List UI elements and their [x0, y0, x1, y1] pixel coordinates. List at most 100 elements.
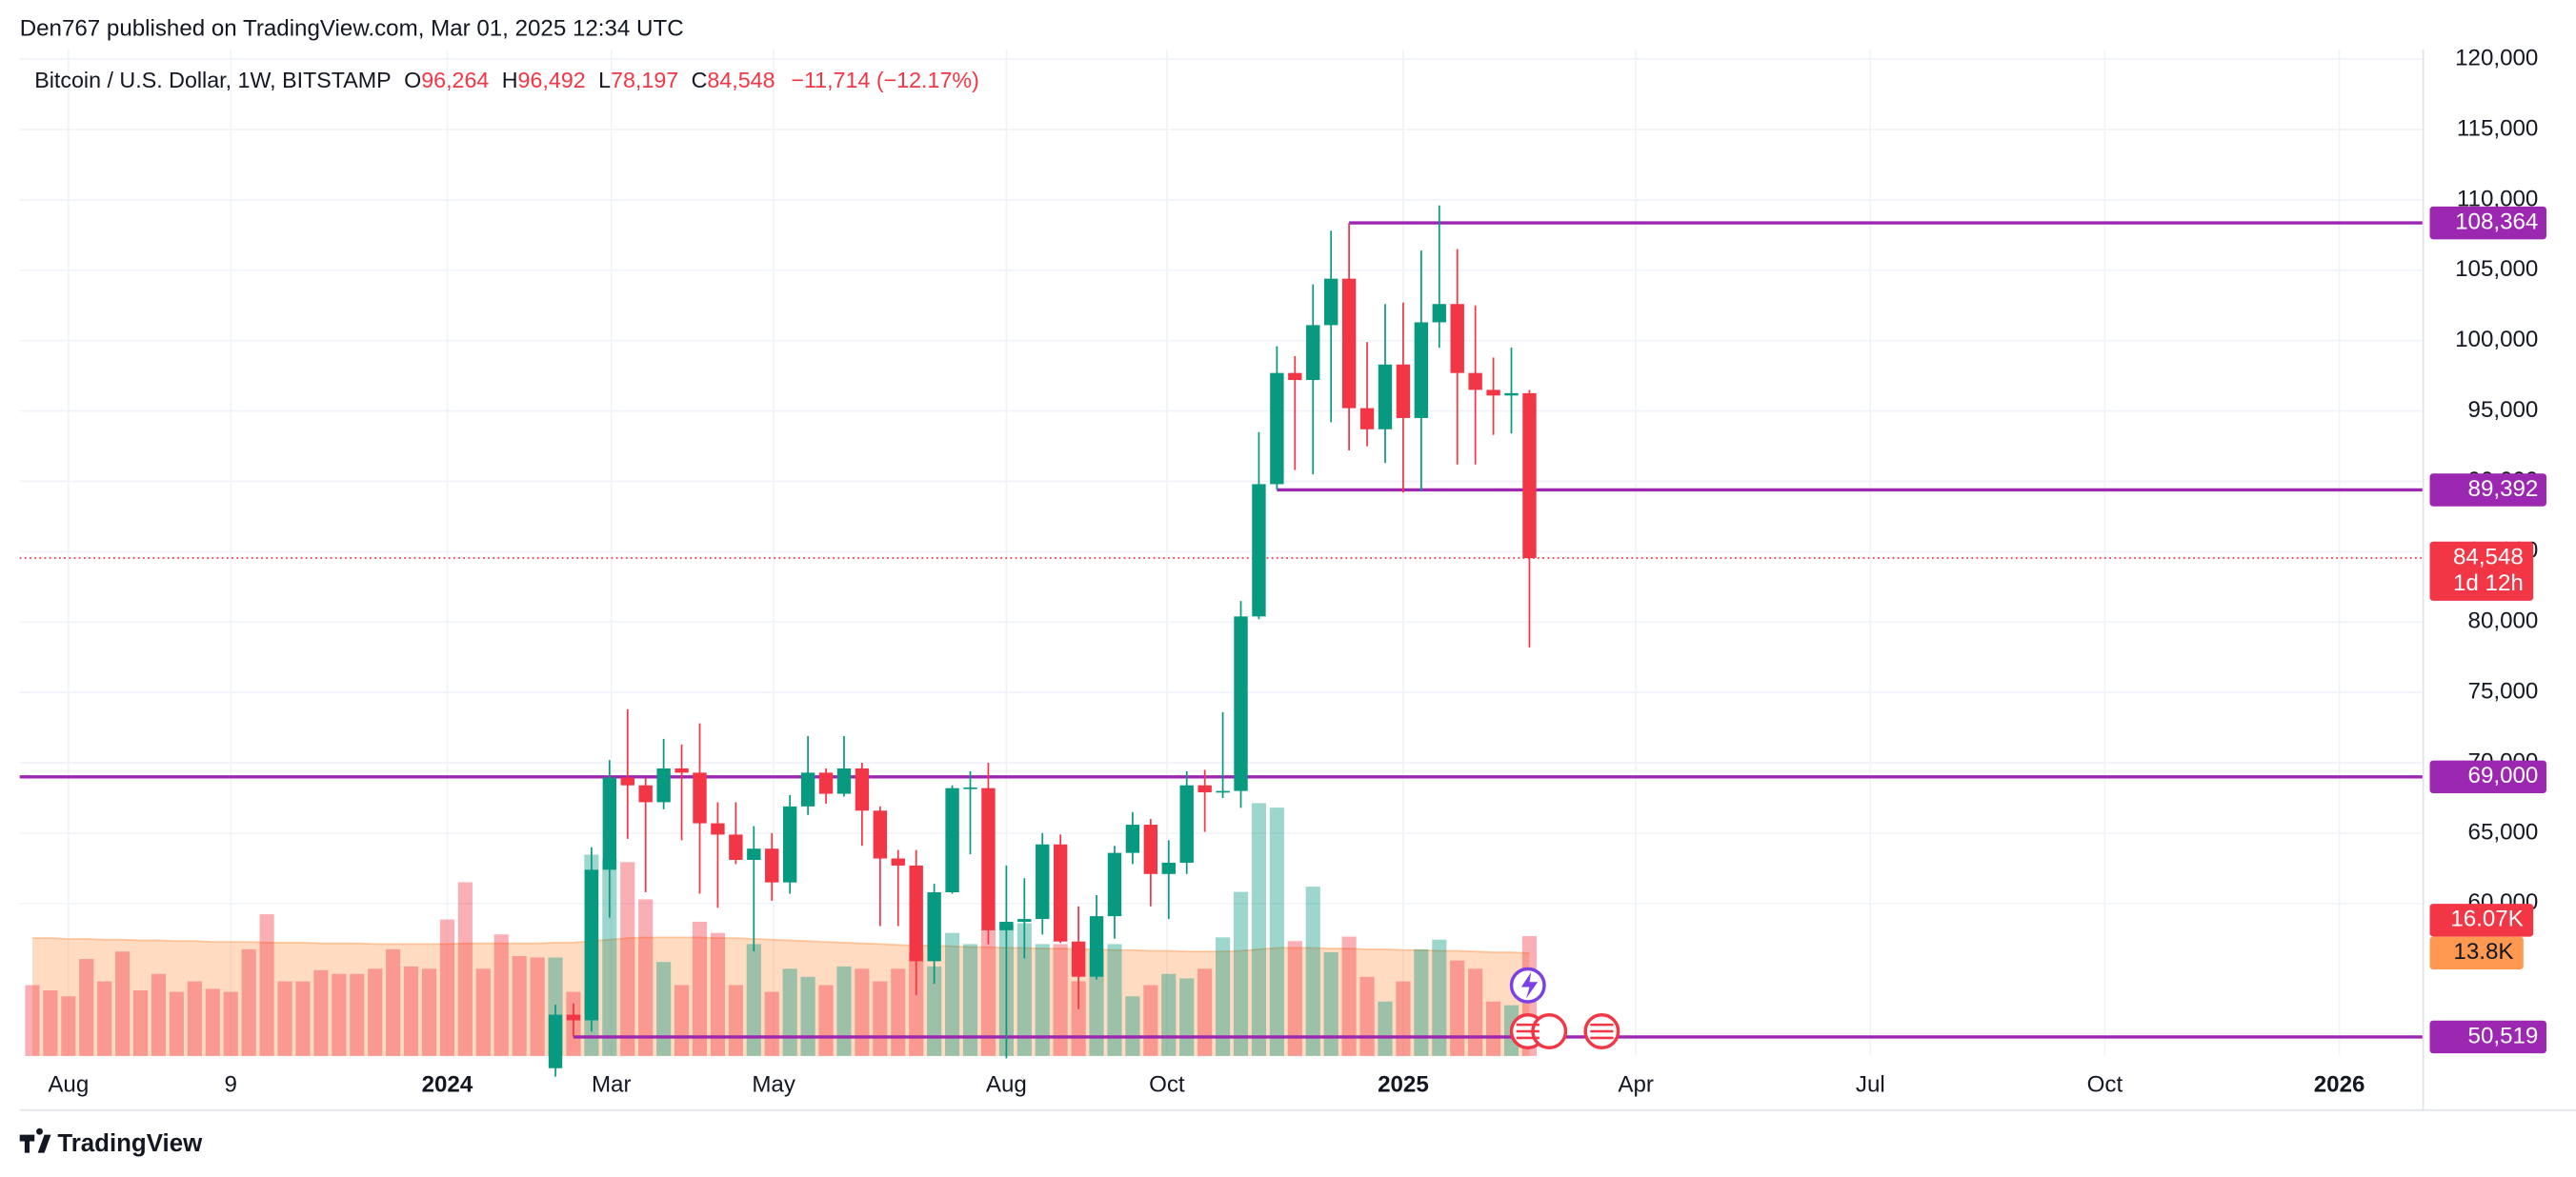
volume-bar — [800, 976, 815, 1056]
volume-bar — [132, 989, 149, 1056]
x-tick-label: 2026 — [2314, 1071, 2365, 1097]
legend-value: 84,548 — [707, 68, 775, 92]
legend-key: O — [404, 68, 421, 92]
volume-bar — [1089, 951, 1104, 1056]
volume-bar — [927, 966, 942, 1056]
x-tick-label: Jul — [1856, 1071, 1885, 1097]
volume-bar — [259, 914, 274, 1056]
volume-bar — [439, 919, 454, 1056]
published-note: Den767 published on TradingView.com, Mar… — [20, 15, 684, 41]
volume-bar — [1432, 939, 1447, 1056]
x-tick-label: Mar — [592, 1071, 632, 1097]
candle-body — [800, 772, 815, 807]
volume-bar — [1143, 985, 1158, 1056]
volume-bar — [746, 944, 761, 1056]
y-tick-label: 100,000 — [2455, 327, 2538, 352]
x-tick-label: Oct — [2087, 1071, 2123, 1097]
candle-body — [548, 1014, 563, 1068]
volume-bar — [169, 991, 184, 1056]
volume-bar — [944, 932, 960, 1056]
candle-body — [1125, 825, 1140, 853]
volume-bar — [710, 932, 726, 1056]
event-icons — [1509, 967, 1620, 1049]
volume-bar — [1107, 944, 1122, 1056]
volume-bar — [1359, 976, 1375, 1056]
candle-body — [855, 768, 870, 811]
volume-bar — [403, 966, 419, 1056]
x-tick-label: Aug — [48, 1071, 89, 1097]
x-tick-label: Apr — [1618, 1071, 1654, 1097]
countdown: 1d 12h — [2453, 570, 2524, 596]
volume-bar — [313, 969, 329, 1056]
volume-bar — [962, 944, 978, 1056]
candle-body — [729, 834, 743, 861]
last-price-box — [2429, 541, 2534, 601]
candle-body — [584, 869, 599, 1021]
level-label-box — [2429, 206, 2546, 240]
level-label: 89,392 — [2468, 476, 2539, 502]
volume-bar — [1468, 968, 1483, 1056]
volume-bar — [1414, 948, 1429, 1056]
volume-ma-area — [31, 937, 1530, 1056]
volume-bar — [187, 981, 202, 1056]
level-label-box — [2429, 1020, 2546, 1054]
candle-body — [1450, 304, 1464, 373]
volume-bar — [421, 968, 437, 1056]
volume-bar — [1233, 891, 1249, 1056]
candle-body — [1504, 392, 1519, 396]
level-label-box — [2429, 473, 2546, 507]
volume-bar — [1287, 941, 1302, 1056]
volume-bar — [241, 948, 256, 1056]
volume-bar — [151, 973, 167, 1056]
volume-bar — [909, 952, 924, 1056]
x-tick-label: 2025 — [1378, 1071, 1429, 1097]
volume-bar — [1396, 981, 1411, 1056]
volume-ma-line — [31, 936, 1530, 954]
legend-key: C — [692, 68, 708, 92]
candle-body — [1432, 304, 1446, 323]
volume-bar — [386, 948, 401, 1056]
volume-bar — [1378, 1001, 1393, 1056]
legend-change: −11,714 (−12.17%) — [791, 68, 978, 92]
x-tick-label: 2024 — [422, 1071, 473, 1097]
candle-body — [693, 772, 707, 824]
candle-body — [1017, 919, 1032, 923]
candle-body — [782, 806, 797, 883]
volume-bar — [1035, 944, 1050, 1056]
candle-body — [1306, 325, 1320, 381]
volume-bar — [980, 928, 996, 1056]
candle-body — [999, 922, 1014, 930]
volume-bar — [873, 981, 888, 1056]
x-tick-label: 9 — [225, 1071, 237, 1097]
volume-bar — [855, 968, 870, 1056]
volume-label-box — [2429, 904, 2534, 937]
volume-bar — [295, 981, 311, 1056]
volume-bar — [1323, 952, 1338, 1056]
x-tick-label: Aug — [986, 1071, 1027, 1097]
volume-bar — [674, 985, 690, 1056]
volume-bar — [368, 968, 383, 1056]
legend-value: 78,197 — [611, 68, 678, 92]
legend-symbol: Bitcoin / U.S. Dollar, 1W, BITSTAMP — [34, 68, 392, 92]
volume-bar — [602, 859, 617, 1056]
candle-body — [711, 823, 725, 835]
candle-body — [1107, 852, 1122, 917]
volume-bar — [1269, 808, 1284, 1056]
candle-body — [1270, 372, 1284, 485]
volume-bar — [493, 934, 509, 1056]
candle-body — [1179, 785, 1194, 863]
candle-body — [1468, 372, 1482, 390]
volume-bar — [1305, 887, 1320, 1056]
brand-name: TradingView — [57, 1130, 203, 1157]
candle-body — [1143, 825, 1158, 874]
y-tick-label: 65,000 — [2468, 819, 2539, 845]
legend-value: 96,264 — [421, 68, 489, 92]
level-label-box — [2429, 760, 2546, 794]
legend-value: 96,492 — [518, 68, 586, 92]
candles — [548, 205, 1537, 1077]
candle-body — [873, 810, 888, 859]
volume-label: 16.07K — [2450, 907, 2523, 932]
volume-bar — [475, 968, 491, 1056]
candle-body — [1252, 484, 1266, 617]
